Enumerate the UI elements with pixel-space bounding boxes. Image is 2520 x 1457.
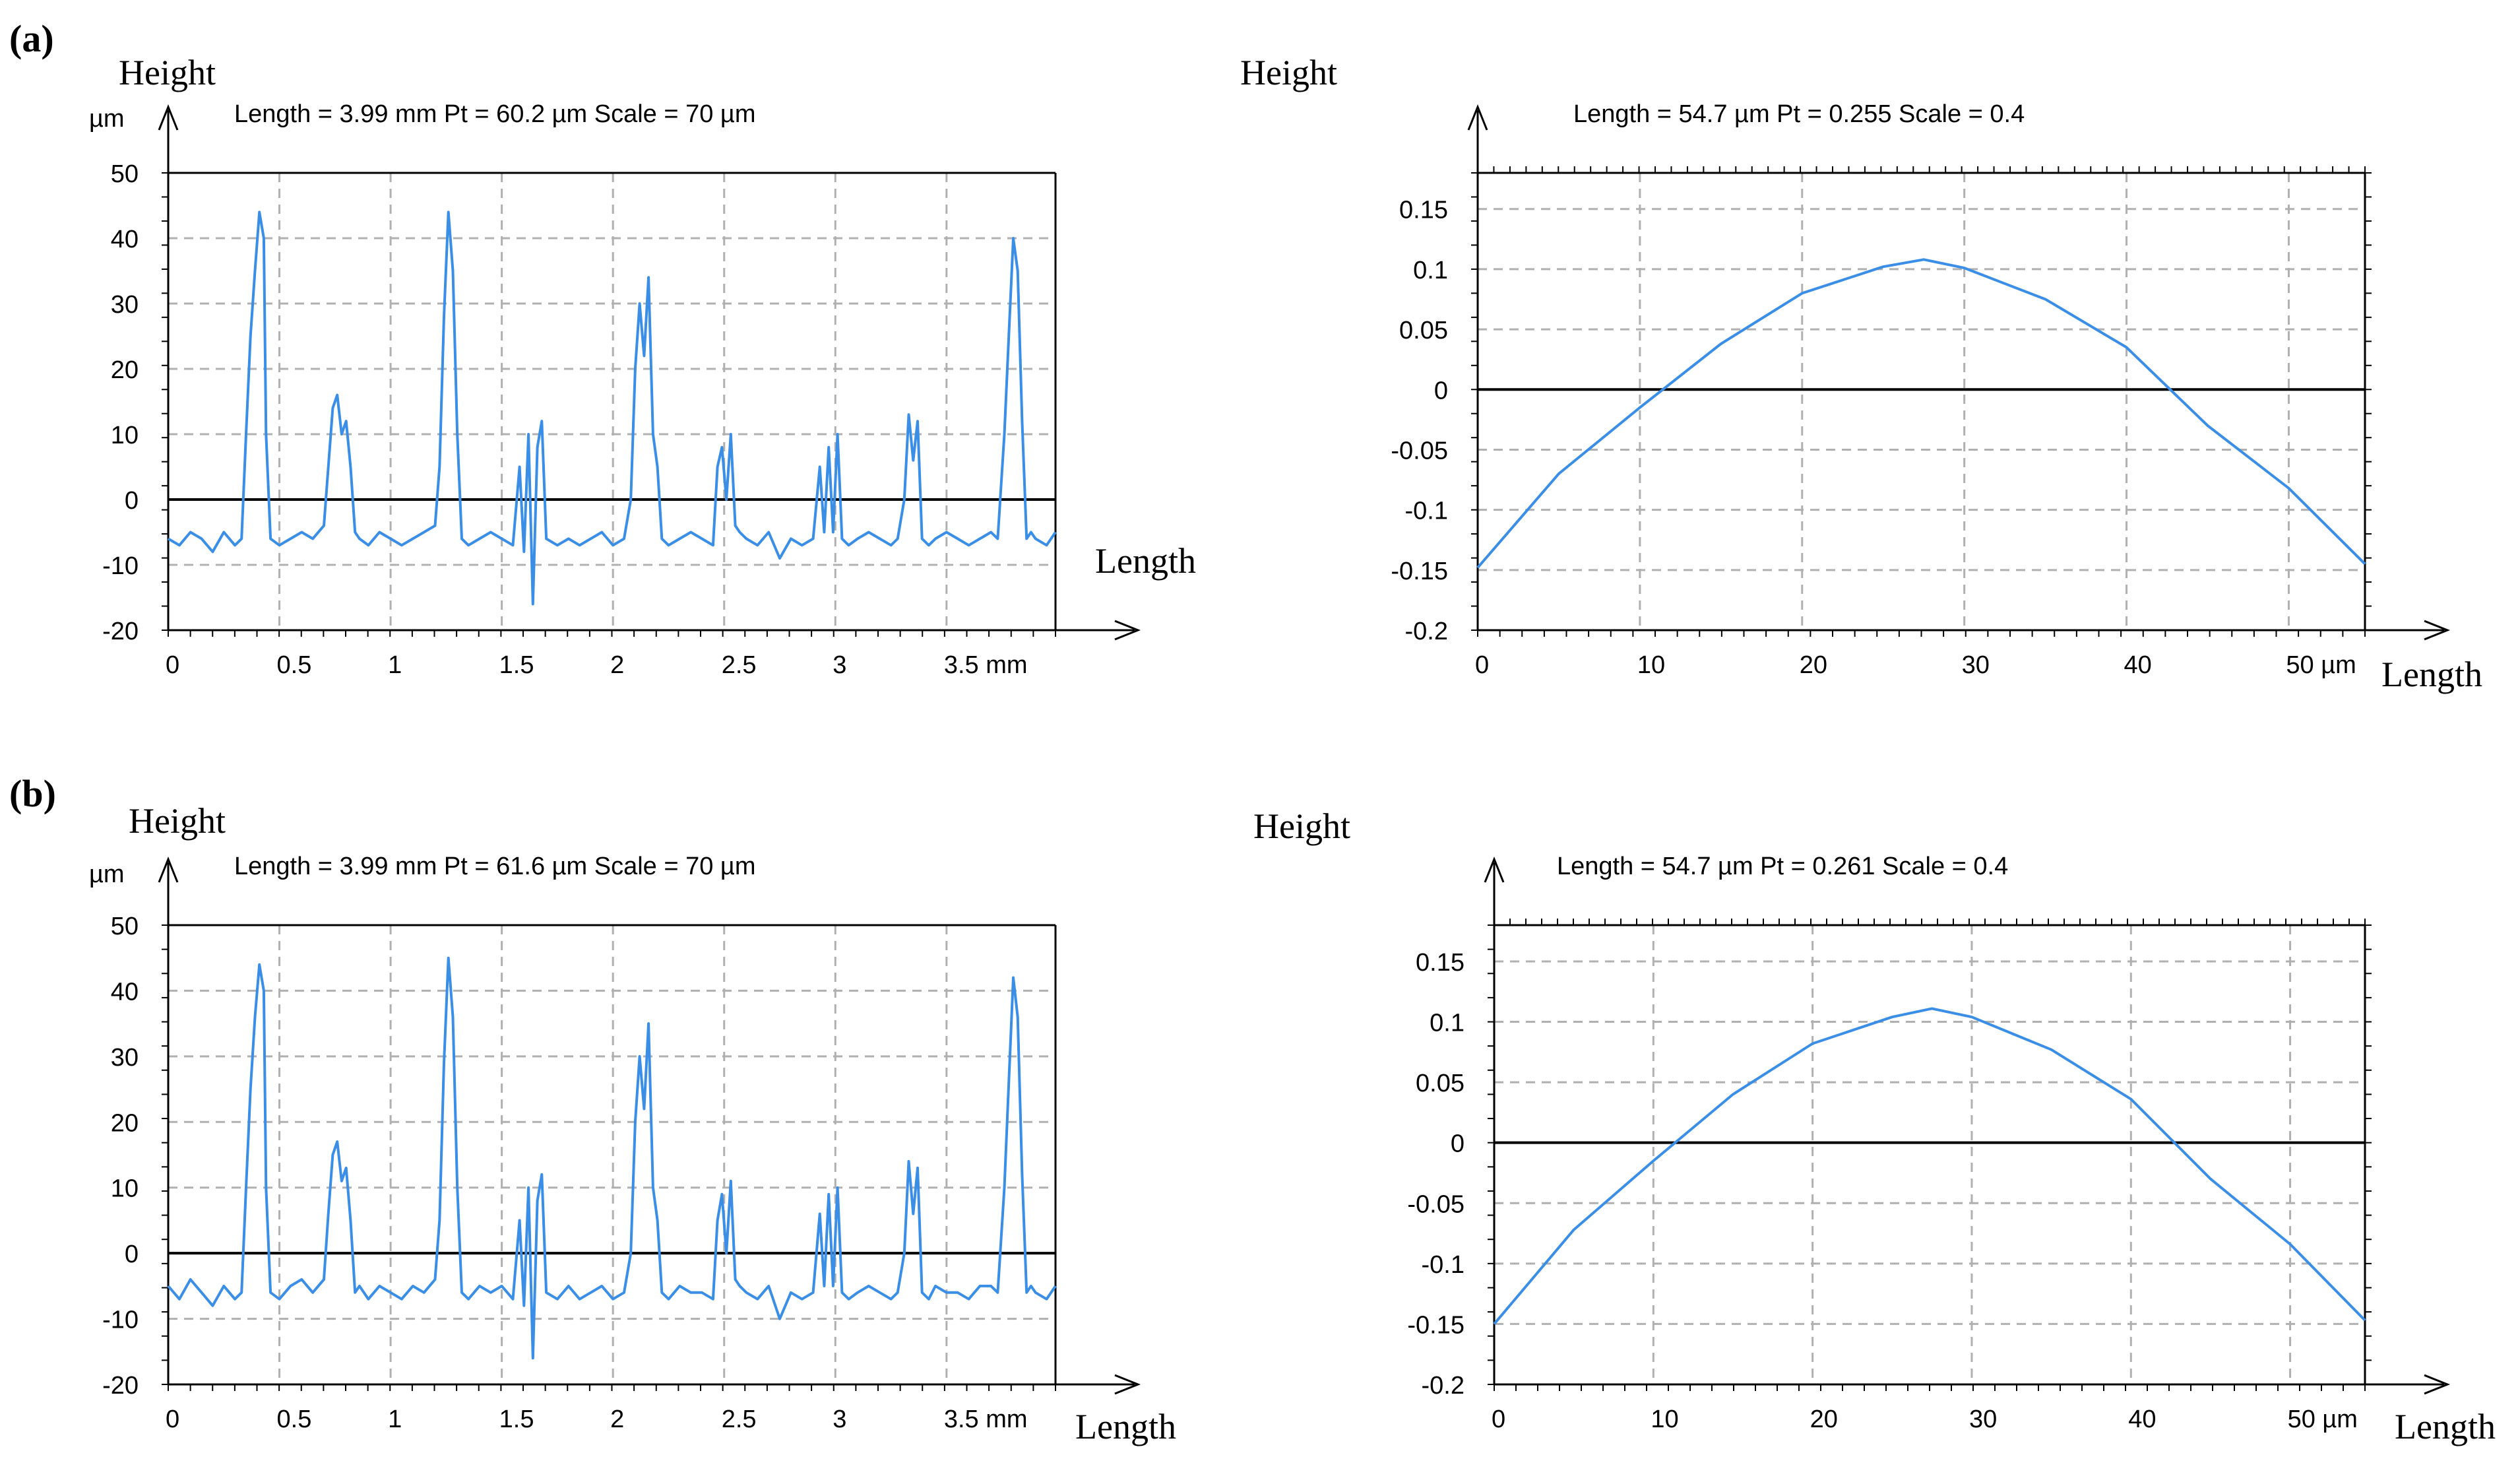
x-axis-arrow-head xyxy=(2424,1374,2451,1395)
y-axis-arrow-head xyxy=(1484,856,1505,883)
x-tick-label: 3.5 mm xyxy=(944,1406,1028,1433)
x-axis-arrow-head xyxy=(1114,1374,1141,1395)
x-tick-label: 2.5 xyxy=(722,1406,757,1433)
y-tick-label: -0.1 xyxy=(1422,1251,1465,1279)
y-tick-label: 0.05 xyxy=(1399,317,1448,344)
x-tick-label: 30 xyxy=(1969,1406,1997,1433)
x-tick-label: 30 xyxy=(1962,651,1990,679)
stats-title: Length = 54.7 µm Pt = 0.261 Scale = 0.4 xyxy=(1557,853,2008,880)
x-tick-label: 50 µm xyxy=(2288,1406,2358,1433)
y-tick-label: 0.15 xyxy=(1416,949,1465,977)
x-tick-label: 0 xyxy=(166,651,179,679)
profile-line xyxy=(1493,1007,2366,1325)
x-axis-title: Length xyxy=(2381,655,2482,694)
x-tick-label: 2 xyxy=(610,651,624,679)
y-tick-label: 20 xyxy=(111,1109,139,1137)
chart-a-right: 0.15 0.1 0.05 0 -0.05 -0.1 -0.15 -0.2 0 10 20 30 40 5… xyxy=(1240,53,2482,694)
panel-label-b: (b) xyxy=(9,772,56,815)
x-tick-label: 10 xyxy=(1637,651,1665,679)
x-tick-label: 40 xyxy=(2128,1406,2156,1433)
y-tick-label: -0.05 xyxy=(1407,1190,1465,1218)
y-tick-label: 10 xyxy=(111,422,139,449)
y-tick-label: 50 xyxy=(111,913,139,940)
x-tick-label: 20 xyxy=(1800,651,1827,679)
y-tick-label: 0.05 xyxy=(1416,1070,1465,1097)
x-tick-label: 2.5 xyxy=(722,651,757,679)
profile-line xyxy=(1476,258,2366,569)
x-axis-arrow-head xyxy=(1114,620,1141,641)
stats-title: Length = 54.7 µm Pt = 0.255 Scale = 0.4 xyxy=(1573,100,2025,128)
y-tick-label: 50 xyxy=(111,160,139,188)
y-axis-arrow-head xyxy=(158,856,179,883)
x-tick-label: 0 xyxy=(166,1406,179,1433)
y-tick-label: 40 xyxy=(111,226,139,253)
y-tick-label: -0.05 xyxy=(1391,437,1448,465)
y-tick-label: -0.2 xyxy=(1405,618,1448,645)
y-tick-label: -0.15 xyxy=(1407,1311,1465,1339)
stats-title: Length = 3.99 mm Pt = 61.6 µm Scale = 70… xyxy=(234,853,756,880)
x-tick-label: 50 µm xyxy=(2286,651,2356,679)
x-tick-label: 0.5 xyxy=(277,651,312,679)
x-tick-label: 2 xyxy=(610,1406,624,1433)
x-tick-label: 1 xyxy=(388,651,402,679)
profile-line xyxy=(167,210,1057,606)
y-tick-label: 40 xyxy=(111,978,139,1006)
x-axis-title: Length xyxy=(1095,541,1196,581)
x-axis-arrow-head xyxy=(2424,620,2451,641)
x-tick-label: 3 xyxy=(833,1406,846,1433)
y-tick-label: 0.1 xyxy=(1430,1010,1465,1037)
y-tick-label: 30 xyxy=(111,291,139,319)
y-axis-title: Height xyxy=(119,53,216,92)
chart-b-left: 50 40 30 20 10 0 -10 -20 0 0.5 1 1.5 2 2.5 3 3.5 mm Leng… xyxy=(89,801,1176,1446)
x-tick-label: 40 xyxy=(2124,651,2152,679)
y-axis-arrow-head xyxy=(1467,104,1488,131)
x-tick-label: 1.5 xyxy=(499,651,534,679)
y-unit-label: µm xyxy=(89,105,125,133)
y-axis-title: Height xyxy=(129,801,226,841)
y-tick-label: -0.15 xyxy=(1391,558,1448,585)
x-axis-title: Length xyxy=(2395,1407,2496,1446)
y-tick-label: 0 xyxy=(125,487,139,515)
y-tick-label: -0.2 xyxy=(1422,1372,1465,1400)
x-tick-label: 20 xyxy=(1810,1406,1838,1433)
y-tick-label: 0 xyxy=(1451,1130,1465,1158)
x-tick-label: 10 xyxy=(1651,1406,1678,1433)
profile-line xyxy=(167,956,1057,1360)
y-tick-label: 10 xyxy=(111,1175,139,1203)
x-tick-label: 1 xyxy=(388,1406,402,1433)
chart-a-left: 50 40 30 20 10 0 -10 -20 0 0.5 1 1.5 2 2.5 3 3.5 mm Leng… xyxy=(89,53,1196,679)
y-tick-label: 30 xyxy=(111,1044,139,1072)
y-tick-label: 0.1 xyxy=(1413,257,1448,284)
y-tick-label: -20 xyxy=(102,618,139,645)
y-tick-label: 0 xyxy=(125,1241,139,1268)
x-tick-label: 0.5 xyxy=(277,1406,312,1433)
x-tick-label: 0 xyxy=(1475,651,1489,679)
panel-label-a: (a) xyxy=(9,17,54,60)
chart-b-right: 0.15 0.1 0.05 0 -0.05 -0.1 -0.15 -0.2 0 10 20 30 40 5… xyxy=(1253,806,2496,1446)
x-tick-label: 0 xyxy=(1492,1406,1505,1433)
y-tick-label: -20 xyxy=(102,1372,139,1400)
x-tick-label: 3.5 mm xyxy=(944,651,1028,679)
x-tick-label: 3 xyxy=(833,651,846,679)
y-tick-label: 20 xyxy=(111,356,139,384)
y-axis-title: Height xyxy=(1240,53,1337,92)
y-tick-label: 0 xyxy=(1434,377,1448,405)
stats-title: Length = 3.99 mm Pt = 60.2 µm Scale = 70… xyxy=(234,100,756,128)
x-tick-label: 1.5 xyxy=(499,1406,534,1433)
y-axis-arrow-head xyxy=(158,104,179,131)
y-axis-title: Height xyxy=(1253,806,1350,846)
y-tick-label: -0.1 xyxy=(1405,498,1448,525)
x-axis-title: Length xyxy=(1075,1407,1176,1446)
y-tick-label: -10 xyxy=(102,552,139,580)
y-unit-label: µm xyxy=(89,860,125,888)
y-tick-label: 0.15 xyxy=(1399,197,1448,224)
y-tick-label: -10 xyxy=(102,1307,139,1334)
